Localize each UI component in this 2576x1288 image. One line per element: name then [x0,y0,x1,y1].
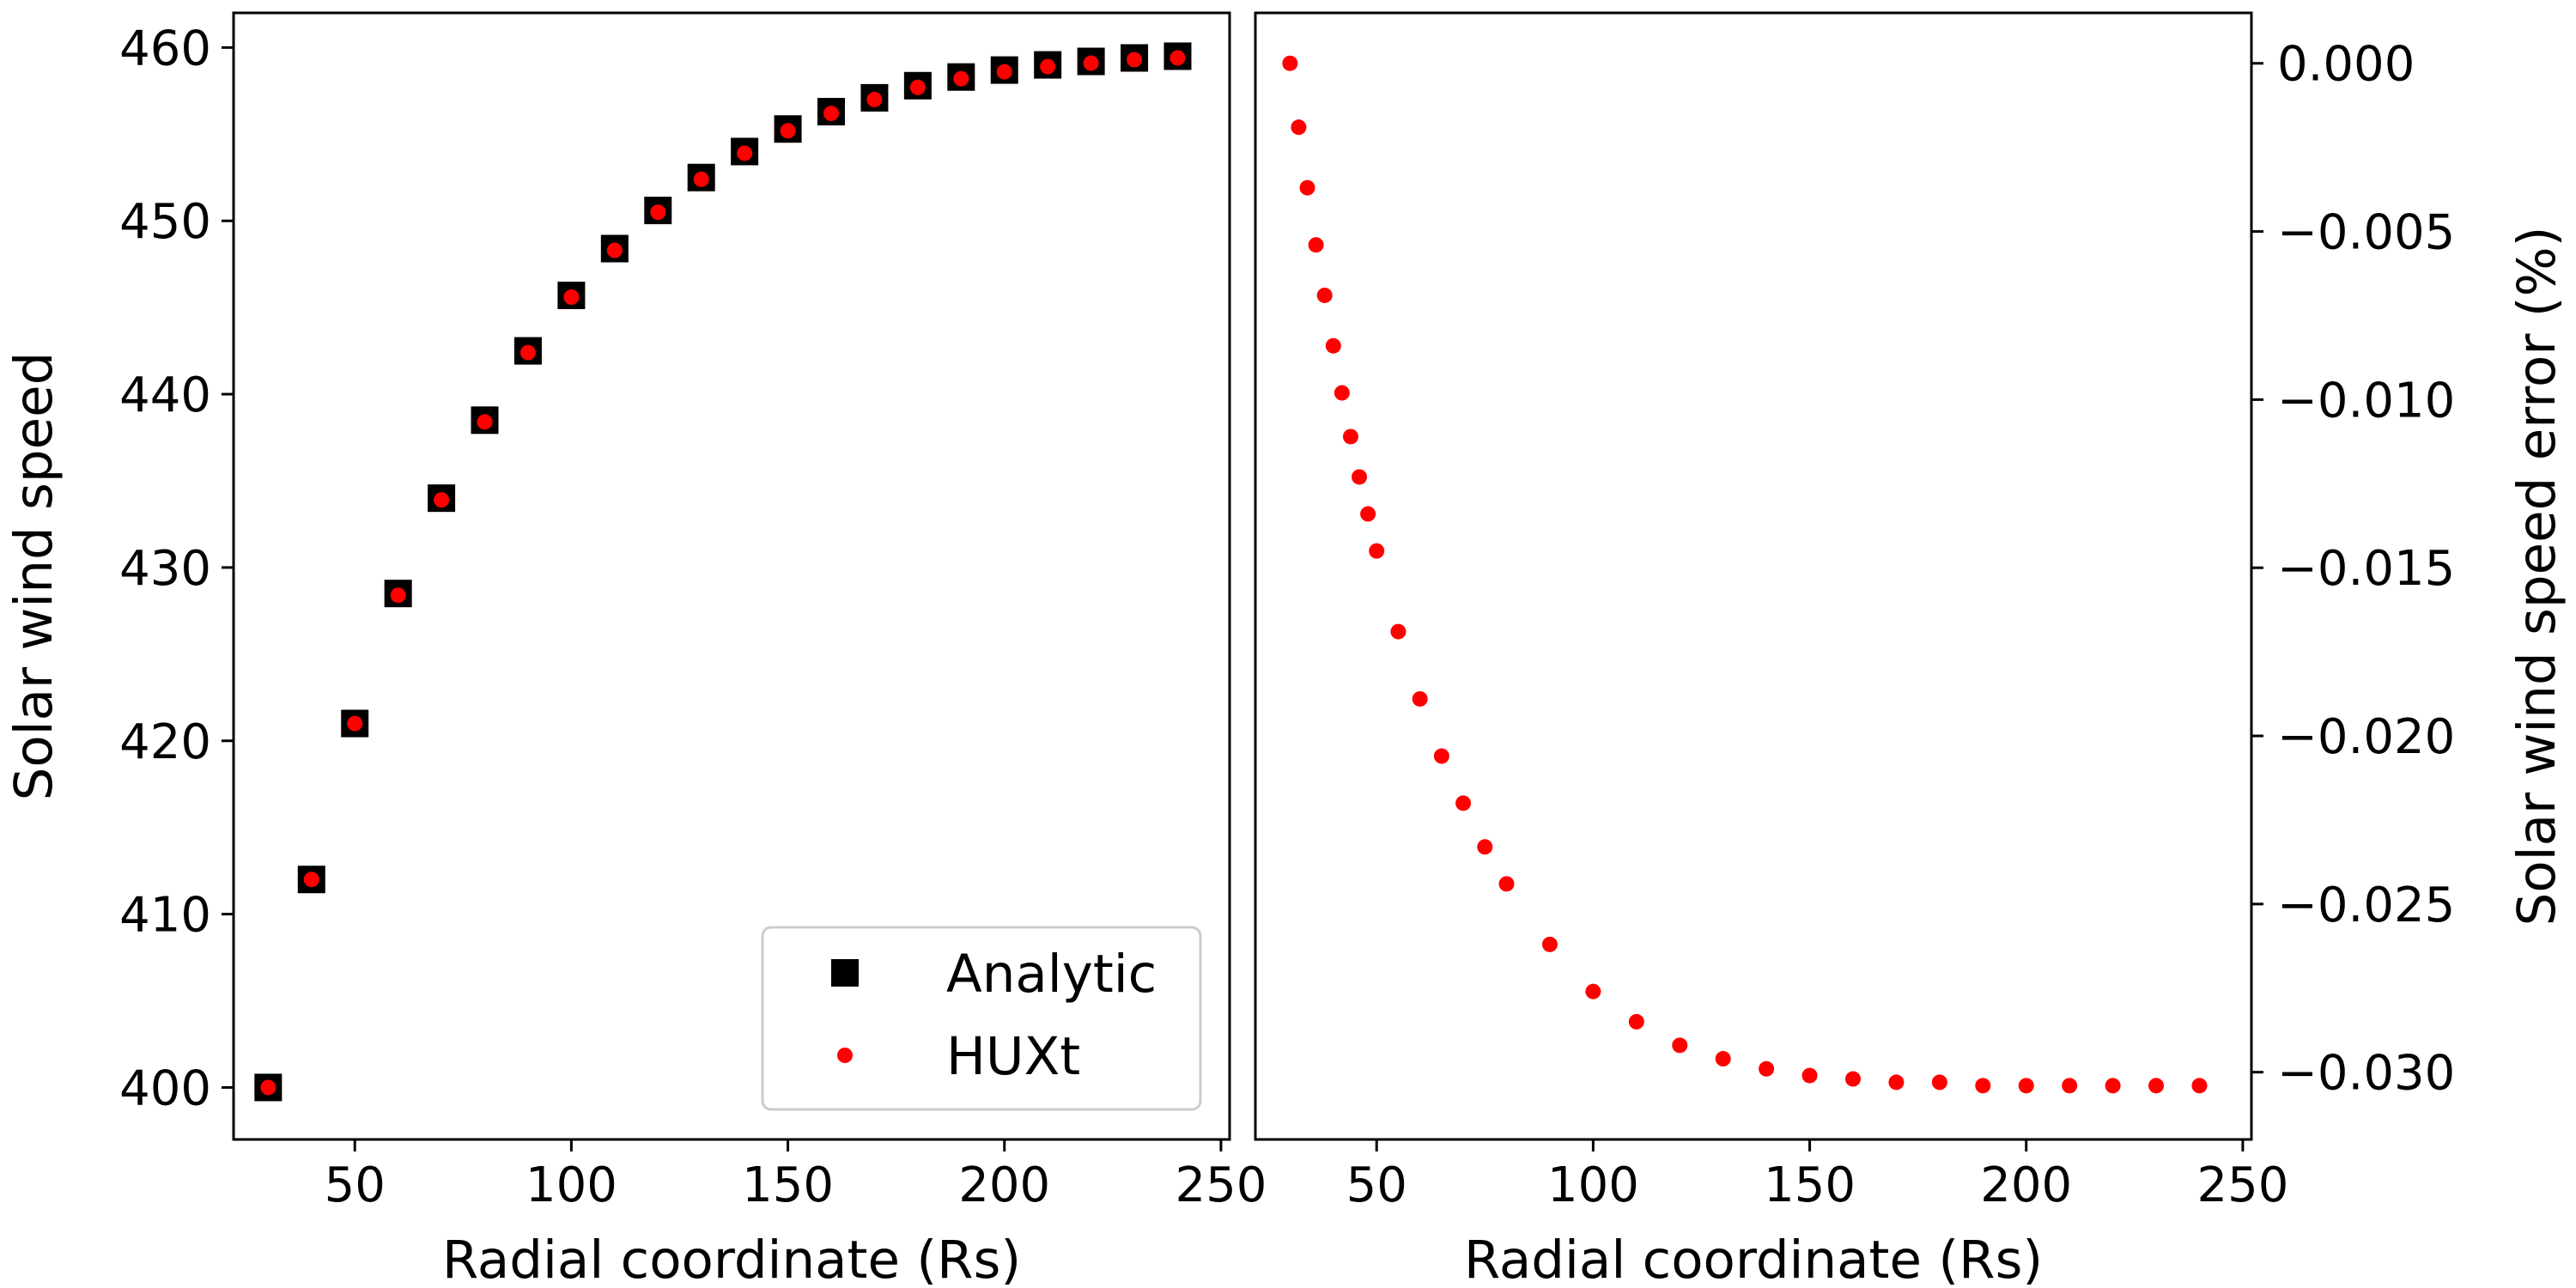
chart-right-point-circle [1455,795,1472,811]
chart-right-point-circle [1931,1074,1947,1091]
chart-left-point-circle [909,79,926,95]
right-panel: 50 100 150 200 250 0.000 −0.005 −0.010 −0.015 −0.… [1254,11,2567,1288]
chart-right-point-circle [2148,1078,2165,1094]
chart-left-y-tick-label: 460 [119,21,211,76]
chart-right-y-tick-label: −0.025 [2277,878,2455,933]
chart-right-point-circle [1316,287,1333,303]
chart-left-x-tick-label: 50 [325,1157,386,1213]
chart-right-point-circle [1291,119,1307,136]
chart-left-point-circle [260,1079,276,1096]
chart-left-x-tick-label: 150 [742,1157,834,1213]
chart-left-point-circle [823,106,839,122]
chart-right-point-circle [1352,469,1368,485]
chart-left-x-tick-label: 200 [958,1157,1050,1213]
chart-left-point-circle [1083,55,1099,71]
chart-left-point-circle [390,587,406,604]
chart-left-point-circle [650,204,666,221]
chart-right-point-circle [1801,1067,1818,1084]
chart-right-y-tick-label: −0.010 [2277,373,2455,428]
chart-right-x-tick-label: 50 [1346,1157,1407,1213]
chart-left-legend-label: HUXt [946,1026,1080,1087]
chart-left-x-tick-label: 250 [1175,1157,1267,1213]
left-panel: 50 100 150 200 250 400 410 420 430 440 450 460 Radia… [3,11,1267,1288]
chart-left-point-circle [477,414,493,430]
chart-right-point-circle [1845,1071,1861,1087]
chart-right-y-tick-label: 0.000 [2277,37,2415,93]
chart-right-plot-frame [1254,11,2253,1141]
chart-right-series-error [1282,55,2208,1094]
chart-right-y-tick-label: −0.005 [2277,205,2455,261]
chart-right-point-circle [1360,506,1376,522]
chart-left-point-circle [996,64,1012,80]
chart-right-point-circle [1390,623,1406,640]
chart-right-point-circle [2062,1078,2078,1094]
chart-left-legend-box [761,926,1202,1111]
chart-right-y-tick-label: −0.015 [2277,541,2455,597]
chart-right-point-circle [1433,748,1449,764]
chart-left-plot-frame [232,11,1231,1141]
chart-right-x-tick-label: 150 [1764,1157,1856,1213]
chart-right-x-axis-label: Radial coordinate (Rs) [1464,1230,2043,1288]
chart-left-y-tick-label: 400 [119,1060,211,1116]
chart-left-y-tick-label: 430 [119,541,211,597]
chart-right-point-circle [2105,1078,2121,1094]
chart-right-point-circle [1477,839,1493,855]
chart-right-point-circle [1759,1060,1775,1077]
chart-left-legend-marker-square [831,959,859,987]
chart-left-x-tick-label: 100 [526,1157,617,1213]
chart-left-legend-marker-circle [837,1048,853,1063]
chart-left-point-circle [347,715,363,732]
chart-left-point-circle [1170,50,1186,66]
chart-right-point-circle [2191,1078,2208,1094]
chart-left-point-circle [606,242,623,258]
chart-right-x-tick-label: 250 [2196,1157,2288,1213]
chart-left-y-tick-label: 420 [119,714,211,770]
chart-left-point-circle [780,123,796,139]
chart-left-y-axis-label: Solar wind speed [3,352,64,801]
chart-right-y-tick-label: −0.020 [2277,709,2455,765]
chart-right-point-circle [1975,1078,1991,1094]
chart-right-x-tick-label: 100 [1547,1157,1639,1213]
chart-left-y-tick-label: 410 [119,888,211,944]
chart-right-point-circle [1498,876,1515,892]
chart-right-point-circle [1308,237,1324,253]
chart-right-y-tick-label: −0.030 [2277,1046,2455,1102]
chart-left-point-circle [303,872,319,888]
chart-right-point-circle [1541,936,1558,952]
chart-right-point-circle [1369,543,1385,559]
chart-left-legend-label: Analytic [946,944,1157,1005]
chart-left-legend: Analytic HUXt [761,926,1202,1111]
chart-left-series-analytic [254,42,1192,1102]
chart-right-y-axis-label: Solar wind speed error (%) [2506,227,2567,927]
chart-right-point-circle [1334,385,1350,401]
chart-left-series-huxt [260,50,1186,1096]
chart-right-point-circle [1282,55,1298,71]
chart-left-y-tick-label: 450 [119,194,211,250]
chart-left-point-circle [519,344,536,361]
chart-left-point-circle [737,145,753,161]
chart-left-x-axis-label: Radial coordinate (Rs) [442,1230,1021,1288]
chart-right-x-tick-label: 200 [1980,1157,2072,1213]
chart-left-point-circle [1040,58,1056,75]
chart-right-point-circle [1672,1037,1688,1054]
chart-right-point-circle [1585,983,1601,999]
chart-right-point-circle [1342,428,1358,445]
chart-left-point-circle [953,70,969,87]
chart-right-point-circle [2018,1078,2034,1094]
chart-left-point-circle [434,492,450,508]
chart-right-point-circle [1299,179,1315,196]
chart-left-point-circle [1127,52,1143,68]
chart-left-point-circle [563,289,580,306]
chart-left-y-tick-label: 440 [119,368,211,423]
chart-right-point-circle [1888,1074,1905,1091]
chart-right-point-circle [1325,337,1341,354]
chart-left-point-circle [693,171,709,187]
chart-left-point-circle [866,91,883,107]
chart-right-point-circle [1628,1013,1644,1030]
chart-right-point-circle [1715,1051,1731,1067]
chart-right-point-circle [1412,690,1428,707]
